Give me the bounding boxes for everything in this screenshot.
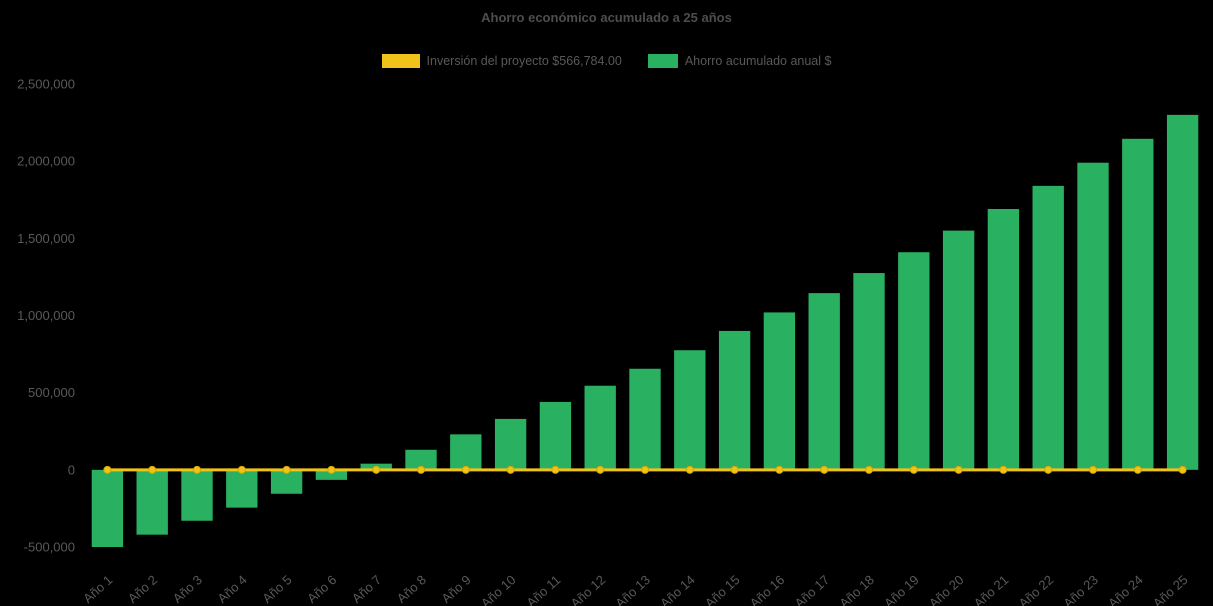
savings-bar[interactable] xyxy=(1032,185,1064,470)
savings-bar[interactable] xyxy=(136,469,168,535)
x-axis-tick-label: Año 8 xyxy=(394,572,429,606)
investment-marker xyxy=(372,465,381,474)
savings-bar[interactable] xyxy=(181,469,213,521)
investment-marker xyxy=(103,465,112,474)
x-axis-tick-label: Año 2 xyxy=(125,572,160,606)
savings-bar[interactable] xyxy=(539,401,572,470)
investment-marker xyxy=(596,465,605,474)
investment-marker xyxy=(820,465,829,474)
y-axis-tick-label: 2,500,000 xyxy=(17,77,75,92)
savings-bar[interactable] xyxy=(898,252,930,470)
x-axis-tick-label: Año 7 xyxy=(349,572,384,606)
investment-marker xyxy=(1044,465,1053,474)
y-axis-tick-label: 500,000 xyxy=(28,385,75,400)
savings-bar[interactable] xyxy=(91,469,124,547)
x-axis-tick-label: Año 23 xyxy=(1060,572,1101,606)
y-axis-tick-label: 0 xyxy=(68,462,75,477)
savings-bar[interactable] xyxy=(226,469,258,508)
savings-bar[interactable] xyxy=(584,385,616,470)
x-axis-tick-label: Año 5 xyxy=(259,572,294,606)
savings-bar[interactable] xyxy=(315,469,348,480)
x-axis-tick-label: Año 1 xyxy=(80,572,115,606)
investment-marker xyxy=(909,465,918,474)
investment-marker xyxy=(237,465,246,474)
investment-marker xyxy=(148,465,157,474)
x-axis-tick-label: Año 13 xyxy=(612,572,653,606)
investment-swatch xyxy=(381,54,420,68)
legend-item-savings[interactable]: Ahorro acumulado anual $ xyxy=(647,54,832,68)
investment-marker xyxy=(641,465,649,474)
x-axis-tick-label: Año 16 xyxy=(747,572,788,606)
investment-marker xyxy=(1133,465,1142,474)
savings-bar[interactable] xyxy=(718,330,751,470)
x-axis-tick-label: Año 22 xyxy=(1016,572,1057,606)
savings-bar[interactable] xyxy=(987,209,1020,470)
x-axis-tick-label: Año 3 xyxy=(170,572,205,606)
investment-marker xyxy=(775,465,784,474)
investment-marker xyxy=(551,465,560,474)
x-axis-tick-label: Año 9 xyxy=(439,572,474,606)
x-axis-tick-label: Año 14 xyxy=(657,572,698,606)
savings-bar[interactable] xyxy=(674,350,706,470)
savings-bar[interactable] xyxy=(853,273,885,470)
savings-bar[interactable] xyxy=(1166,114,1199,470)
x-axis-tick-label: Año 21 xyxy=(971,572,1012,606)
investment-marker xyxy=(327,465,336,474)
x-axis-tick-label: Año 18 xyxy=(836,572,877,606)
x-axis-tick-label: Año 10 xyxy=(478,572,519,606)
investment-marker xyxy=(685,465,694,474)
investment-marker xyxy=(865,465,873,474)
savings-bar[interactable] xyxy=(405,449,437,470)
investment-marker xyxy=(193,465,201,474)
x-axis-tick-label: Año 25 xyxy=(1150,572,1191,606)
x-axis-tick-label: Año 20 xyxy=(926,572,967,606)
y-axis-tick-label: 1,000,000 xyxy=(17,308,75,323)
y-axis-tick-label: 1,500,000 xyxy=(17,231,75,246)
investment-marker xyxy=(461,465,470,474)
investment-marker xyxy=(1178,465,1187,474)
investment-marker xyxy=(1089,465,1097,474)
chart-legend: Inversión del proyecto $566,784.00 Ahorr… xyxy=(0,54,1213,68)
investment-marker xyxy=(954,465,963,474)
investment-marker xyxy=(999,465,1008,474)
y-axis-tick-label: 2,000,000 xyxy=(17,154,75,169)
x-axis-tick-label: Año 4 xyxy=(215,572,250,606)
investment-marker xyxy=(730,465,739,474)
investment-marker xyxy=(506,465,515,474)
investment-legend-label: Inversión del proyecto $566,784.00 xyxy=(426,54,622,68)
y-axis-tick-label: -500,000 xyxy=(24,540,75,555)
savings-bar[interactable] xyxy=(494,418,527,470)
x-axis-tick-label: Año 24 xyxy=(1105,572,1146,606)
savings-swatch xyxy=(647,54,678,68)
chart-title: Ahorro económico acumulado a 25 años xyxy=(481,10,732,25)
x-axis-tick-label: Año 17 xyxy=(792,572,833,606)
x-axis-tick-label: Año 6 xyxy=(304,572,339,606)
x-axis-tick-label: Año 19 xyxy=(881,572,922,606)
savings-bar[interactable] xyxy=(270,469,303,494)
x-axis-tick-label: Año 15 xyxy=(702,572,743,606)
savings-bar[interactable] xyxy=(942,230,975,470)
savings-legend-label: Ahorro acumulado anual $ xyxy=(684,54,832,68)
investment-marker xyxy=(282,465,291,474)
x-axis-tick-label: Año 11 xyxy=(523,572,563,606)
savings-bar[interactable] xyxy=(629,368,661,470)
legend-item-investment[interactable]: Inversión del proyecto $566,784.00 xyxy=(381,54,622,68)
savings-bar[interactable] xyxy=(1077,162,1109,470)
savings-bar[interactable] xyxy=(808,293,840,470)
investment-marker xyxy=(417,465,425,474)
savings-bar[interactable] xyxy=(763,312,796,470)
x-axis-tick-label: Año 12 xyxy=(568,572,609,606)
savings-bar[interactable] xyxy=(1122,138,1154,470)
savings-bar[interactable] xyxy=(450,434,482,470)
